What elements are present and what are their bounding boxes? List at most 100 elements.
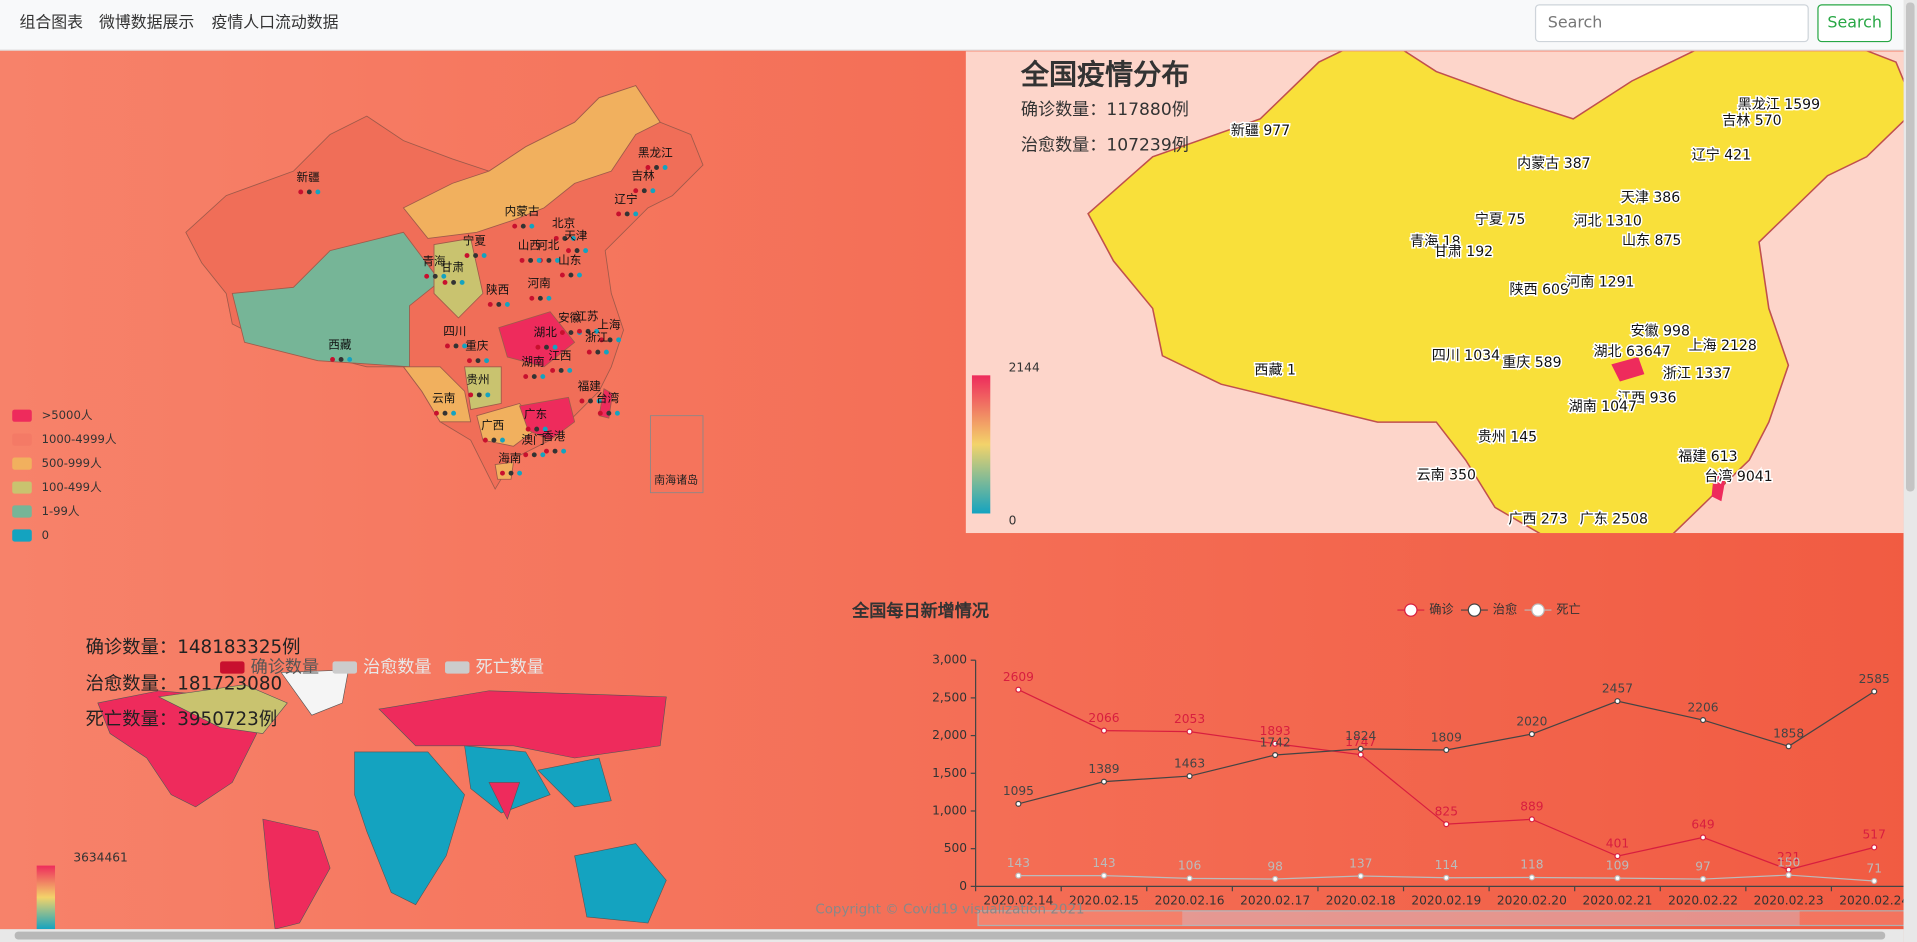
data-zoom-window[interactable] — [1182, 910, 1800, 926]
province-dot — [544, 344, 549, 350]
search-input[interactable] — [1534, 4, 1809, 43]
world-map — [97, 669, 667, 930]
data-label: 1463 — [1174, 756, 1205, 770]
data-point — [1015, 800, 1022, 807]
data-point — [1699, 834, 1707, 841]
legend-label[interactable]: 治愈数量 — [363, 658, 431, 678]
region-label: 台湾 9041 — [1704, 468, 1772, 485]
data-label: 114 — [1435, 858, 1459, 872]
region-label: 浙江 1337 — [1663, 366, 1731, 382]
province-dot — [528, 257, 534, 263]
province-dot — [464, 253, 470, 258]
region — [280, 669, 349, 716]
data-label: 137 — [1349, 856, 1372, 870]
region-label: 吉林 570 — [1722, 113, 1781, 129]
province-label: 广西 — [481, 418, 504, 432]
region — [537, 757, 612, 808]
line-chart: 全国每日新增情况 0 500 1,000 1,500 2,000 2,500 3,000 202… — [851, 600, 1909, 907]
province-dot — [546, 257, 552, 263]
province-dot — [451, 410, 457, 416]
legend-swatch[interactable] — [12, 409, 32, 422]
x-tick-label: 2020.02.15 — [1069, 894, 1139, 908]
region — [354, 751, 465, 906]
data-label: 2066 — [1088, 711, 1119, 725]
legend-label[interactable]: 治愈 — [1493, 602, 1517, 617]
province-dot — [467, 358, 472, 364]
data-point — [1528, 731, 1535, 738]
province-dot — [496, 301, 502, 307]
province-label: 西藏 — [328, 337, 352, 351]
data-label: 1747 — [1345, 735, 1376, 749]
data-label: 98 — [1267, 859, 1283, 873]
province-dot — [462, 343, 468, 349]
province-dot — [523, 452, 529, 458]
x-tick-label: 2020.02.17 — [1240, 894, 1310, 908]
province-dot — [662, 165, 668, 170]
legend-label[interactable]: 死亡 — [1556, 603, 1580, 617]
x-tick-label: 2020.02.21 — [1582, 894, 1652, 908]
data-label: 1742 — [1260, 735, 1291, 749]
nav-link[interactable]: 组合图表 — [20, 13, 84, 32]
data-label: 1809 — [1431, 730, 1462, 744]
province-dot — [487, 301, 493, 307]
legend-label[interactable]: 确诊 — [1429, 603, 1453, 617]
legend-label[interactable]: 死亡数量 — [476, 658, 544, 678]
nav-link[interactable]: 微博数据展示 — [99, 13, 194, 32]
data-point — [1528, 816, 1535, 823]
province-label: 天津 — [564, 228, 588, 242]
province-label: 江西 — [548, 348, 571, 362]
legend-marker[interactable] — [1404, 603, 1418, 617]
region-label: 陕西 609 — [1510, 282, 1569, 298]
data-label: 221 — [1777, 850, 1800, 864]
province-dot — [330, 356, 335, 362]
province-dot — [298, 189, 304, 195]
province-dot — [315, 189, 321, 195]
province-dot — [568, 330, 574, 335]
region-label: 黑龙江 1599 — [1738, 97, 1820, 113]
visual-map-min: 0 — [1009, 513, 1017, 527]
legend-label: 100-499人 — [42, 480, 103, 494]
province-dot — [599, 337, 604, 343]
search-placeholder: Search — [1548, 13, 1603, 32]
legend-marker[interactable] — [1531, 603, 1545, 617]
region-label: 新疆 977 — [1231, 123, 1290, 139]
legend-swatch[interactable] — [12, 505, 32, 518]
legend-label: 0 — [42, 528, 49, 542]
x-tick-label: 2020.02.24 — [1839, 894, 1909, 908]
legend-swatch[interactable] — [12, 457, 32, 470]
data-label: 2609 — [1003, 670, 1034, 684]
province-label: 台湾 — [596, 391, 620, 405]
legend-swatch[interactable] — [12, 433, 32, 446]
province-label: 内蒙古 — [505, 204, 540, 218]
search-button-label: Search — [1827, 13, 1882, 32]
province-dot — [588, 398, 593, 404]
chart-title: 全国每日新增情况 — [851, 600, 989, 621]
legend-marker[interactable] — [1467, 603, 1482, 617]
data-point — [1357, 745, 1364, 752]
nav-link[interactable]: 疫情人口流动数据 — [212, 13, 339, 32]
province-dot — [596, 398, 602, 404]
legend-swatch[interactable] — [332, 661, 357, 674]
data-label: 2457 — [1602, 681, 1633, 695]
province-dot — [537, 295, 543, 301]
data-label: 2585 — [1859, 672, 1890, 686]
region-label: 河北 1310 — [1574, 213, 1642, 229]
v-scrollbar-thumb[interactable] — [1905, 2, 1915, 492]
legend-label[interactable]: 确诊数量 — [251, 658, 319, 678]
legend-swatch[interactable] — [220, 661, 245, 674]
h-scrollbar-thumb[interactable] — [14, 931, 1886, 940]
province-dot — [453, 343, 459, 349]
region-label: 贵州 145 — [1478, 430, 1537, 446]
province-dot — [536, 257, 542, 263]
region-label: 内蒙古 387 — [1517, 156, 1590, 172]
distribution-map — [1087, 51, 1904, 534]
legend-swatch[interactable] — [12, 481, 32, 494]
legend-swatch[interactable] — [12, 529, 32, 542]
data-point — [1186, 728, 1193, 735]
province-dot — [432, 273, 438, 279]
data-label: 1824 — [1345, 729, 1376, 743]
data-point — [1528, 874, 1535, 881]
legend-swatch[interactable] — [445, 661, 470, 674]
search-button[interactable] — [1817, 4, 1892, 43]
region-label: 西藏 1 — [1254, 362, 1296, 378]
